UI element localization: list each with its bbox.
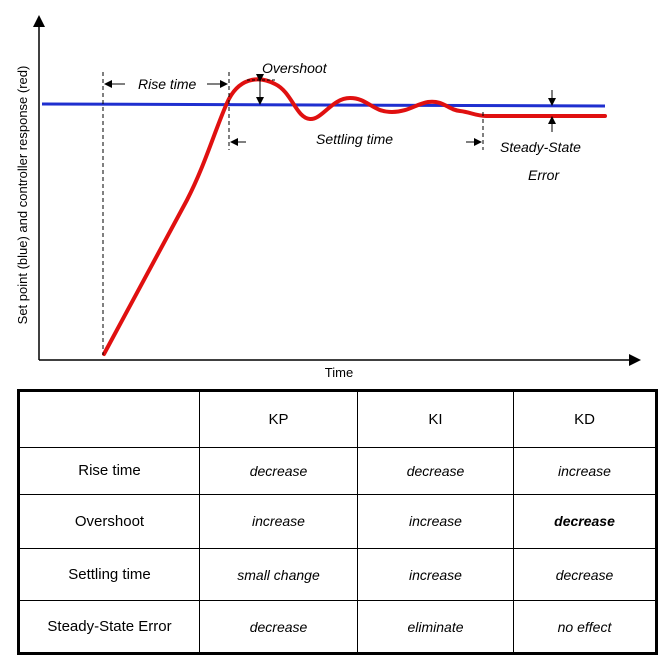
steady-state-label-line1: Steady-State bbox=[500, 139, 581, 155]
table-header-row: KP KI KD bbox=[18, 390, 657, 448]
overshoot-label: Overshoot bbox=[262, 60, 328, 76]
table-cell: decrease bbox=[357, 446, 514, 496]
table-row: Steady-State Error decrease eliminate no… bbox=[18, 600, 657, 654]
rise-time-label: Rise time bbox=[138, 76, 197, 92]
controller-response-curve bbox=[102, 77, 607, 356]
table-row: Settling time small change increase decr… bbox=[18, 547, 657, 602]
pid-response-diagram: Set point (blue) and controller response… bbox=[15, 15, 641, 380]
row-label-rise-time: Rise time bbox=[18, 446, 200, 496]
x-axis-label: Time bbox=[325, 365, 353, 380]
table-cell: increase bbox=[357, 547, 514, 602]
table-cell: decrease bbox=[199, 600, 358, 654]
table-cell: decrease bbox=[513, 547, 657, 602]
table-row: Overshoot increase increase decrease bbox=[18, 494, 657, 549]
pid-effects-table: KP KI KD Rise time decrease decrease inc… bbox=[17, 389, 658, 655]
row-label-overshoot: Overshoot bbox=[18, 494, 200, 549]
steady-state-label-line2: Error bbox=[528, 167, 560, 183]
table-cell: decrease bbox=[199, 446, 358, 496]
table-row: Rise time decrease decrease increase bbox=[18, 446, 657, 496]
table-cell: decrease bbox=[513, 494, 657, 549]
header-cell-ki: KI bbox=[357, 390, 514, 448]
table-cell: no effect bbox=[513, 600, 657, 654]
header-cell-kp: KP bbox=[199, 390, 358, 448]
header-cell-empty bbox=[18, 390, 200, 448]
row-label-steady-state-error: Steady-State Error bbox=[18, 600, 200, 654]
y-axis-label: Set point (blue) and controller response… bbox=[15, 66, 30, 325]
table-cell: increase bbox=[199, 494, 358, 549]
table-cell: eliminate bbox=[357, 600, 514, 654]
row-label-settling-time: Settling time bbox=[18, 547, 200, 602]
table-cell: increase bbox=[513, 446, 657, 496]
settling-time-label: Settling time bbox=[316, 131, 393, 147]
table-cell: increase bbox=[357, 494, 514, 549]
table-cell: small change bbox=[199, 547, 358, 602]
set-point-line bbox=[41, 102, 606, 108]
header-cell-kd: KD bbox=[513, 390, 657, 448]
